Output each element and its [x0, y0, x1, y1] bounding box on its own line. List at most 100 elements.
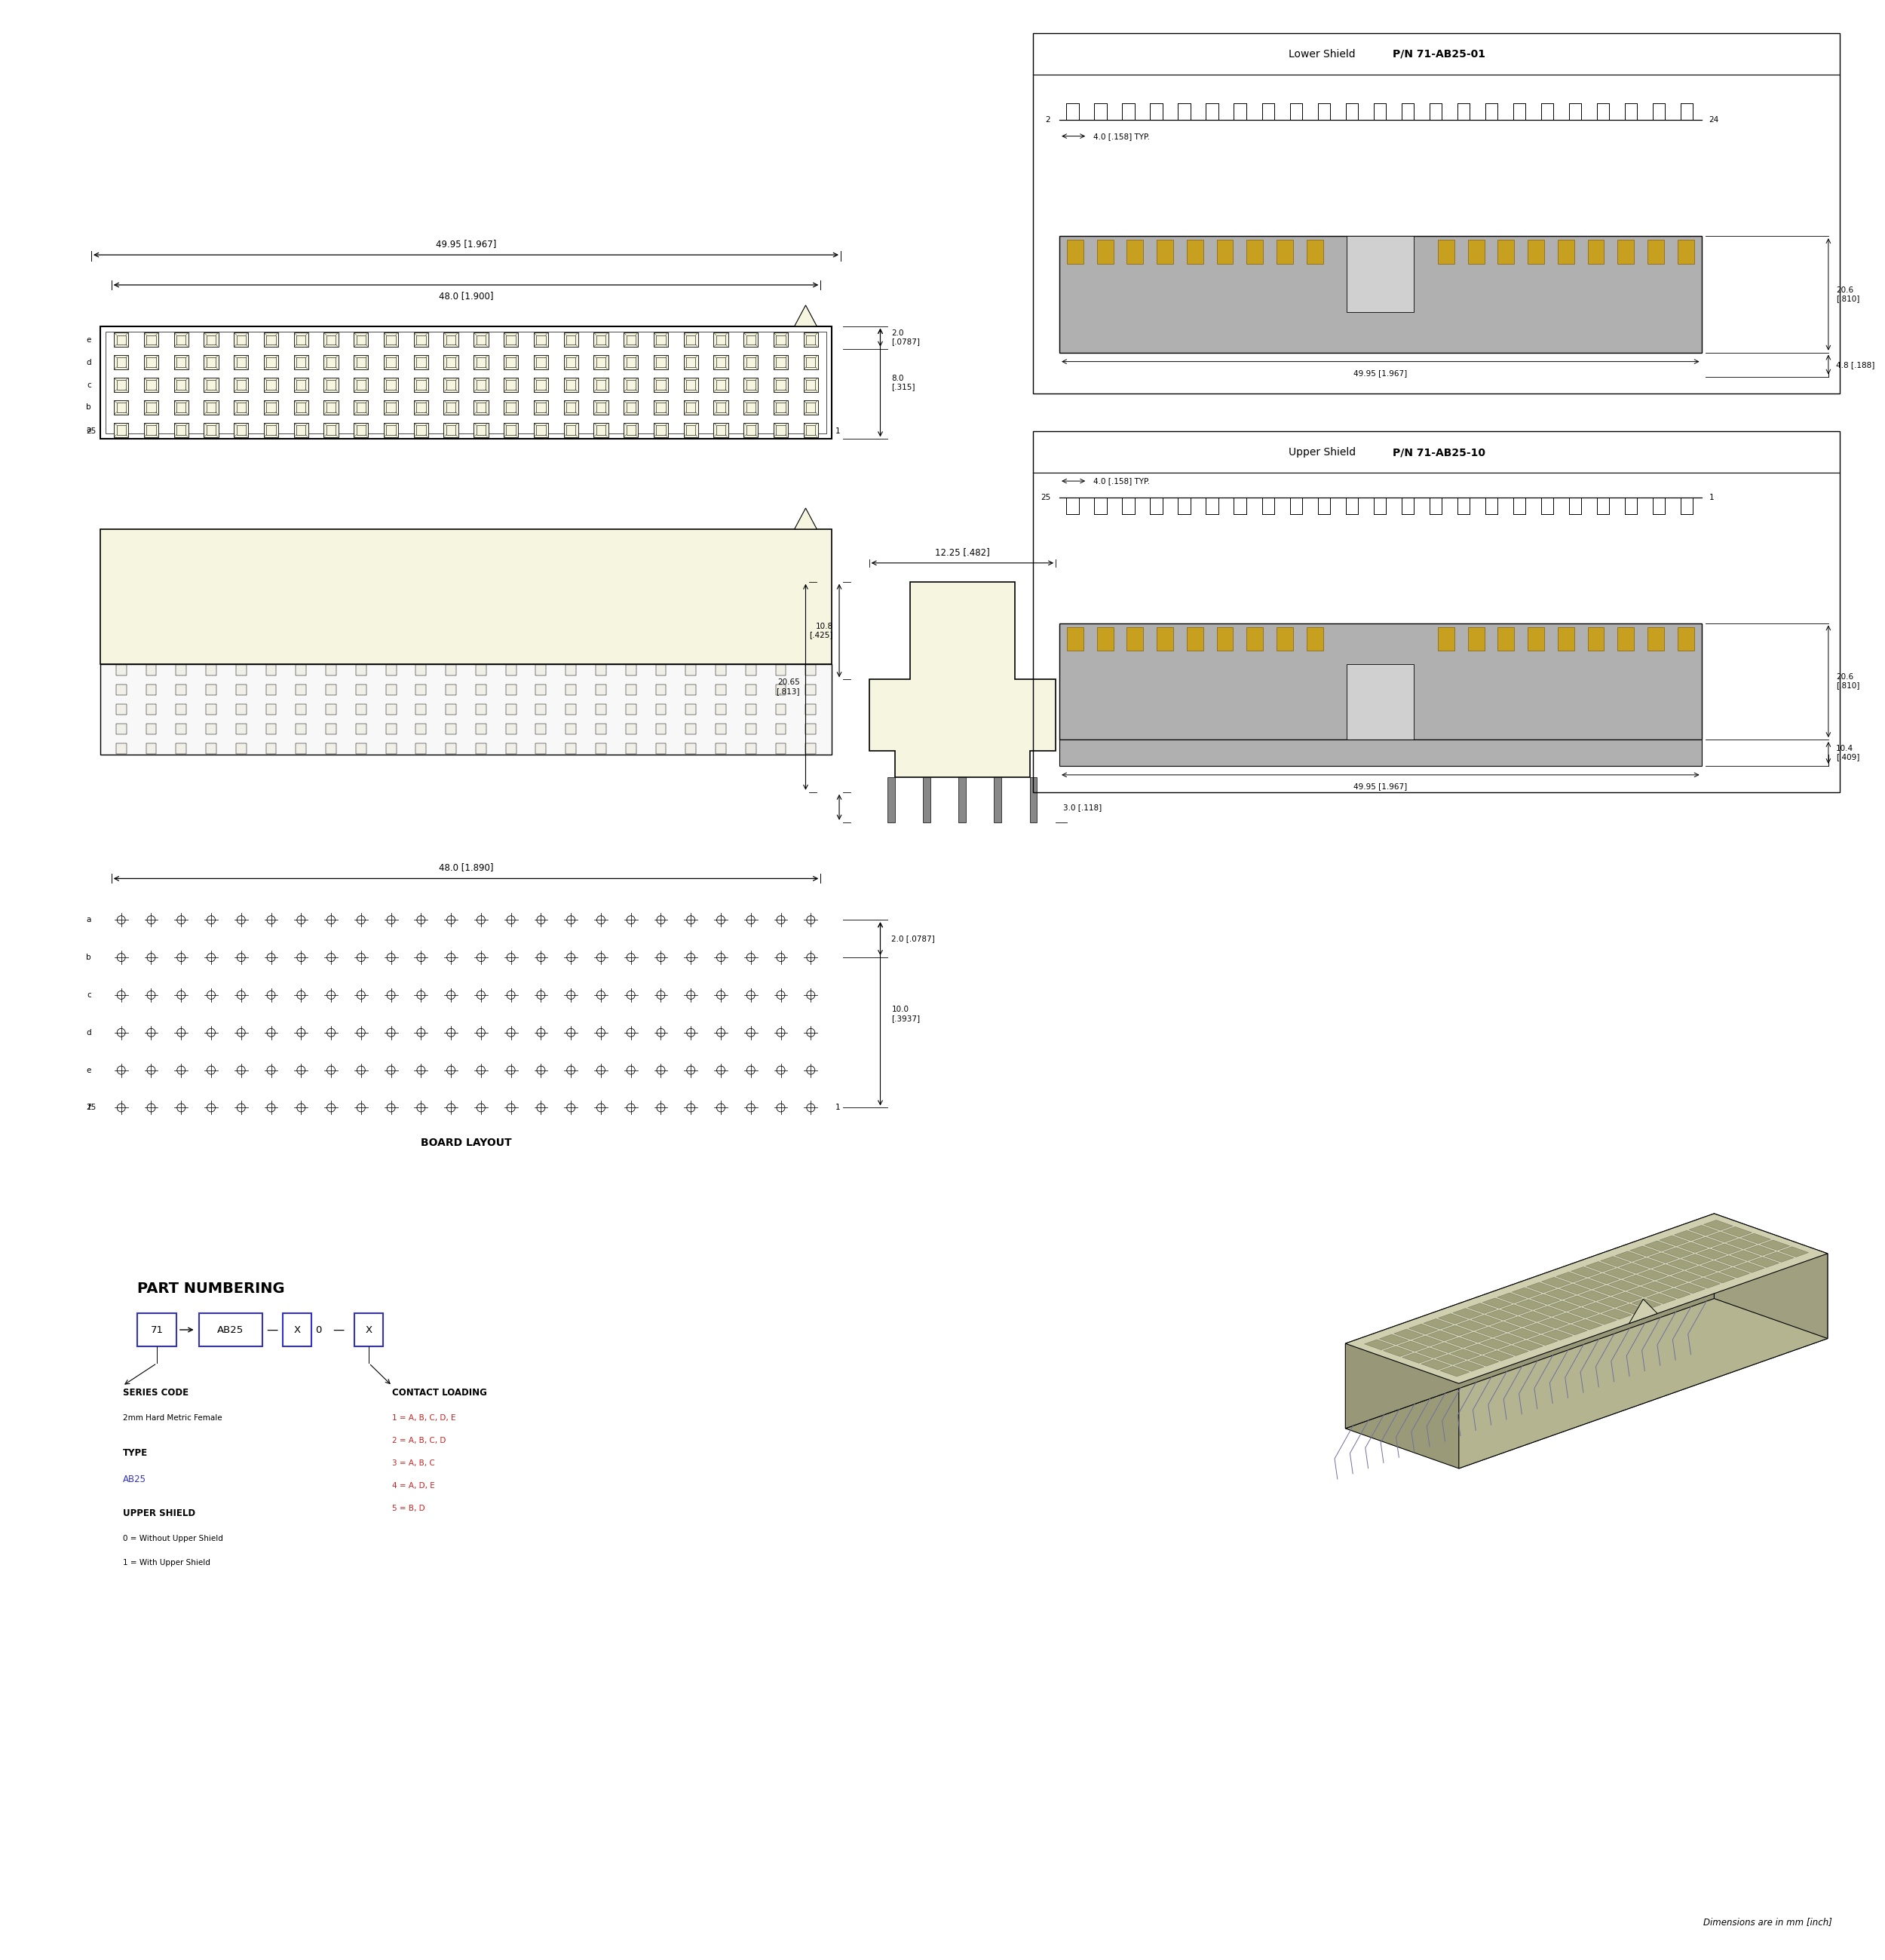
Bar [234, 400, 249, 416]
Bar [716, 664, 726, 676]
Bar [354, 1313, 383, 1347]
Polygon shape [1602, 1309, 1632, 1319]
Bar [566, 664, 577, 676]
Bar [1306, 239, 1323, 265]
Bar [477, 425, 486, 435]
Bar [266, 335, 275, 345]
Bar [100, 529, 831, 664]
Polygon shape [794, 508, 816, 529]
Bar [475, 684, 486, 696]
Bar [417, 357, 426, 367]
Bar [743, 355, 758, 370]
Polygon shape [1570, 1266, 1600, 1278]
Bar [386, 335, 396, 345]
Bar [746, 664, 756, 676]
Bar [507, 335, 516, 345]
Polygon shape [1531, 1294, 1561, 1305]
Bar [207, 425, 215, 435]
Bar [296, 357, 305, 367]
Text: c: c [87, 380, 90, 388]
Bar [1097, 627, 1114, 651]
Bar [117, 335, 126, 345]
Text: 8.0
[.315]: 8.0 [.315] [892, 374, 916, 390]
Bar [177, 335, 187, 345]
Polygon shape [1595, 1286, 1623, 1296]
Polygon shape [1629, 1299, 1657, 1323]
Bar [173, 400, 189, 416]
Bar [716, 380, 726, 390]
Bar [714, 378, 728, 392]
Bar [594, 378, 609, 392]
Bar [354, 378, 368, 392]
Text: 1 = A, B, C, D, E: 1 = A, B, C, D, E [392, 1415, 456, 1421]
Bar [656, 335, 665, 345]
Text: 71: 71 [151, 1325, 164, 1335]
Bar [626, 664, 635, 676]
Bar [1306, 627, 1323, 651]
Polygon shape [1746, 1245, 1776, 1256]
Bar [684, 333, 697, 347]
Bar [535, 723, 547, 735]
Bar [626, 723, 635, 735]
Bar [1157, 627, 1172, 651]
Bar [204, 355, 219, 370]
Bar [777, 357, 786, 367]
Bar [417, 684, 426, 696]
Bar [507, 402, 516, 412]
Polygon shape [1495, 1333, 1525, 1345]
Text: 10.0
[.3937]: 10.0 [.3937] [892, 1005, 920, 1021]
Polygon shape [1631, 1247, 1659, 1256]
Bar [807, 425, 816, 435]
Bar [445, 684, 456, 696]
Bar [714, 355, 728, 370]
Bar [324, 400, 337, 416]
Bar [356, 380, 366, 390]
Bar [385, 423, 398, 437]
Bar [714, 423, 728, 437]
Bar [686, 335, 696, 345]
Bar [296, 684, 305, 696]
Polygon shape [1482, 1298, 1512, 1307]
Bar [477, 380, 486, 390]
Polygon shape [1499, 1345, 1529, 1356]
Text: 25: 25 [87, 427, 96, 435]
Text: b: b [87, 955, 90, 960]
Bar [533, 423, 549, 437]
Bar [684, 355, 697, 370]
Bar [1188, 627, 1203, 651]
Bar [656, 402, 665, 412]
Polygon shape [1565, 1296, 1593, 1305]
Polygon shape [1723, 1227, 1751, 1237]
Polygon shape [1470, 1356, 1499, 1366]
Bar [535, 335, 545, 345]
Bar [1188, 239, 1203, 265]
Bar [145, 664, 156, 676]
Bar [535, 664, 547, 676]
Bar [773, 400, 788, 416]
Bar [746, 335, 756, 345]
Bar [354, 400, 368, 416]
Bar [447, 335, 456, 345]
Bar [175, 684, 187, 696]
Bar [533, 333, 549, 347]
Bar [173, 333, 189, 347]
Polygon shape [1598, 1298, 1627, 1307]
Polygon shape [1480, 1339, 1510, 1348]
Bar [113, 355, 128, 370]
Bar [266, 743, 277, 755]
Bar [596, 335, 605, 345]
Bar [117, 357, 126, 367]
Text: AB25: AB25 [217, 1325, 243, 1335]
Bar [117, 664, 126, 676]
Bar [503, 423, 518, 437]
Polygon shape [1529, 1335, 1557, 1345]
Bar [686, 425, 696, 435]
Text: 3 = A, B, C: 3 = A, B, C [392, 1460, 435, 1466]
Text: BOARD LAYOUT: BOARD LAYOUT [420, 1139, 511, 1149]
Bar [445, 664, 456, 676]
Bar [236, 402, 245, 412]
Bar [775, 723, 786, 735]
Polygon shape [1418, 1348, 1446, 1358]
Bar [175, 704, 187, 715]
Bar [386, 664, 396, 676]
